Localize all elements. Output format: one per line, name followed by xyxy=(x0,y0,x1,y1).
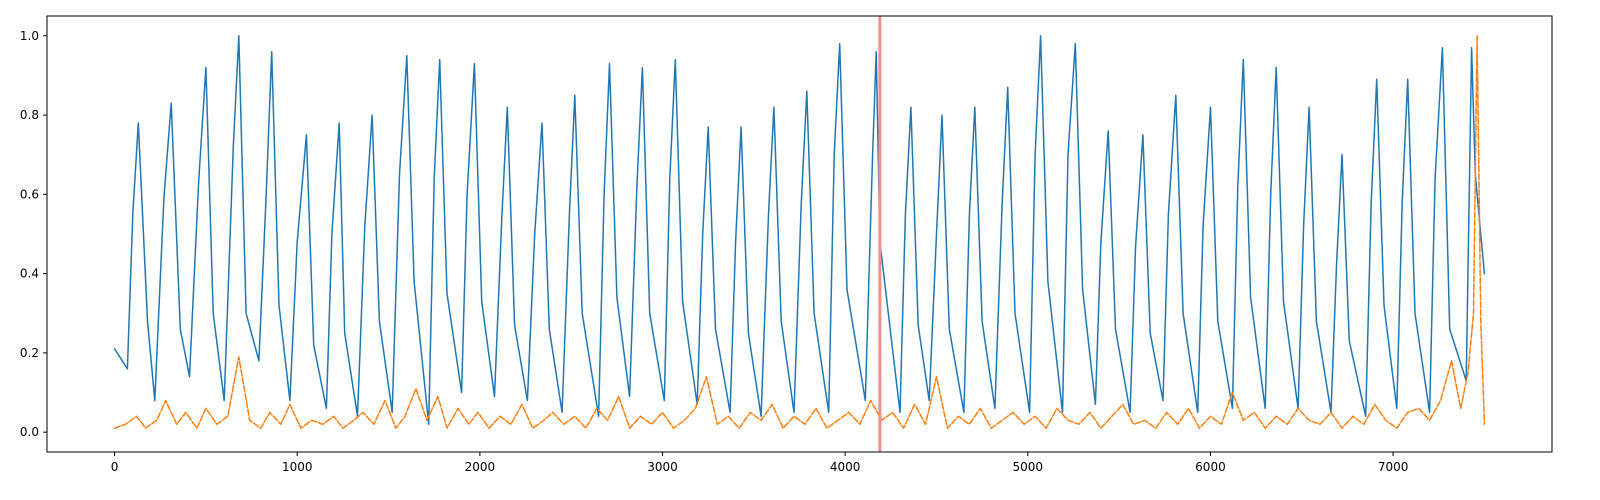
plot-frame xyxy=(46,15,1553,453)
y-tick-label: 0.6 xyxy=(20,187,39,201)
x-tick-label: 7000 xyxy=(1378,460,1409,474)
x-tick-label: 2000 xyxy=(465,460,496,474)
axes: 0 1000 2000 3000 4000 5000 6000 7000 0.0 0.2 0.4 0.… xyxy=(20,15,1553,474)
x-tick-label: 0 xyxy=(111,460,119,474)
y-tick-label: 1.0 xyxy=(20,29,39,43)
y-tick-label: 0.2 xyxy=(20,346,39,360)
x-tick-label: 6000 xyxy=(1195,460,1226,474)
series-group xyxy=(113,16,1486,452)
x-tick-label: 5000 xyxy=(1013,460,1044,474)
y-tick-label: 0.4 xyxy=(20,267,39,281)
series-1-line xyxy=(113,35,1486,426)
x-tick-label: 3000 xyxy=(647,460,678,474)
x-tick-label: 1000 xyxy=(282,460,313,474)
x-tick-label: 4000 xyxy=(830,460,861,474)
y-tick-label: 0.8 xyxy=(20,108,39,122)
y-tick-label: 0.0 xyxy=(20,425,39,439)
series-2-line xyxy=(113,35,1486,429)
